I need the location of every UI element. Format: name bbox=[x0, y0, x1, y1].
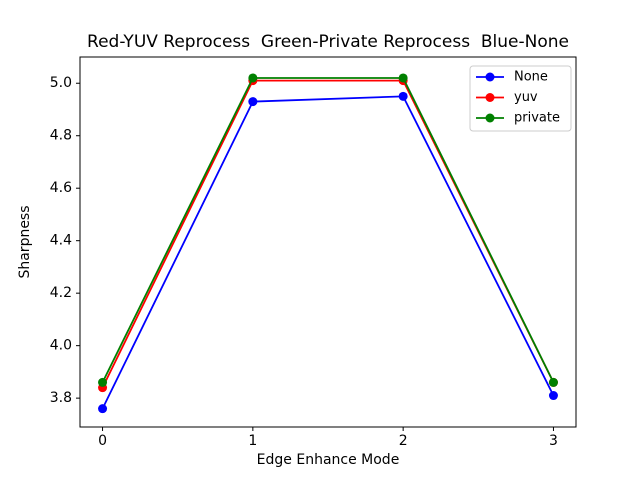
data-point-private-x1 bbox=[248, 73, 258, 83]
legend-marker-private bbox=[485, 113, 495, 123]
data-point-private-x3 bbox=[548, 377, 558, 387]
x-axis-label: Edge Enhance Mode bbox=[256, 452, 400, 468]
y-tick-label: 4.2 bbox=[50, 285, 72, 301]
legend-marker-yuv bbox=[485, 93, 495, 102]
legend-marker-None bbox=[485, 72, 495, 82]
y-tick-label: 4.6 bbox=[50, 180, 72, 196]
y-tick-label: 4.0 bbox=[50, 338, 72, 354]
data-point-None-x1 bbox=[248, 97, 258, 107]
y-tick-label: 5.0 bbox=[50, 75, 72, 91]
series-line-None bbox=[101, 95, 555, 410]
y-tick-label: 4.4 bbox=[50, 233, 72, 249]
x-tick-label: 1 bbox=[248, 433, 257, 449]
data-point-None-x3 bbox=[548, 391, 558, 401]
x-tick-label: 2 bbox=[399, 433, 408, 449]
y-tick-label: 3.8 bbox=[50, 390, 72, 406]
chart-title: Red-YUV Reprocess Green-Private Reproces… bbox=[87, 32, 569, 52]
legend-label-None: None bbox=[514, 70, 548, 85]
data-point-None-x0 bbox=[98, 404, 108, 414]
data-point-private-x2 bbox=[398, 73, 408, 83]
x-tick-label: 0 bbox=[98, 433, 107, 449]
legend-label-yuv: yuv bbox=[514, 90, 538, 105]
data-point-None-x2 bbox=[398, 91, 408, 101]
legend-label-private: private bbox=[514, 111, 560, 126]
y-tick-label: 4.8 bbox=[50, 128, 72, 144]
series-line-private bbox=[101, 77, 555, 383]
data-point-private-x0 bbox=[98, 377, 108, 387]
legend-box bbox=[469, 65, 572, 132]
x-tick-label: 3 bbox=[549, 433, 558, 449]
